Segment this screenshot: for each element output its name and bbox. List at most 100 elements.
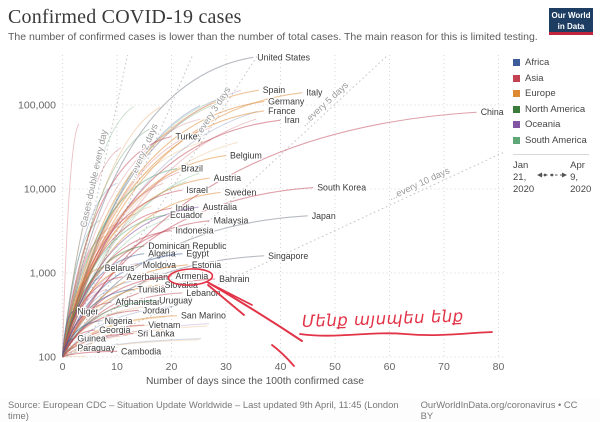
owid-logo-line1: Our World (551, 11, 591, 20)
legend-item-south-america[interactable]: South America (513, 135, 595, 146)
country-line-unlabeled (62, 106, 135, 358)
country-label[interactable]: Moldova (142, 259, 178, 271)
country-label[interactable]: France (267, 105, 297, 117)
owid-credit-link[interactable]: OurWorldInData.org/coronavirus • CC BY (420, 399, 578, 421)
country-label[interactable]: Belgium (229, 149, 263, 161)
country-label[interactable]: Georgia (98, 324, 132, 336)
country-line (61, 111, 477, 358)
doubling-guide-label: ...every 2 days (127, 122, 160, 182)
y-tick-label: 10,000 (24, 184, 56, 196)
country-label[interactable]: Austria (213, 172, 243, 184)
country-label[interactable]: Bahrain (218, 273, 251, 285)
country-label[interactable]: Armenia (174, 270, 209, 282)
y-tick-label: 100,000 (18, 100, 56, 112)
legend-item-africa[interactable]: Africa (513, 57, 595, 68)
x-tick-label: 60 (384, 361, 396, 373)
country-label[interactable]: San Marino (180, 310, 227, 322)
country-label[interactable]: Jordan (142, 304, 171, 316)
country-label[interactable]: Israel (185, 184, 209, 196)
country-label[interactable]: Cambodia (120, 345, 162, 357)
legend-swatch-icon (513, 136, 520, 144)
handwritten-text: Մենք այսպես ենք (301, 306, 464, 331)
country-line (61, 347, 74, 358)
country-label[interactable]: Niger (76, 305, 99, 317)
timeline-arrow-icon[interactable] (537, 171, 568, 179)
date-range: Jan 21, 2020 Apr 9, 2020 (513, 160, 595, 196)
country-label[interactable]: India (174, 202, 195, 214)
country-label[interactable]: Vietnam (147, 319, 181, 331)
country-label[interactable]: Dominican Republic (147, 240, 228, 252)
legend-item-oceania[interactable]: Oceania (513, 119, 595, 130)
country-label[interactable]: Spain (262, 84, 287, 96)
y-tick-label: 100 (38, 352, 56, 364)
country-line-unlabeled (62, 338, 202, 358)
country-label[interactable]: Nigeria (104, 315, 134, 327)
country-label[interactable]: Sweden (223, 186, 257, 198)
page-subtitle: The number of confirmed cases is lower t… (8, 31, 538, 43)
annotation-underline (299, 331, 493, 337)
country-label[interactable]: Brazil (180, 162, 204, 174)
country-label[interactable]: Estonia (191, 259, 223, 271)
country-line-unlabeled (62, 339, 200, 358)
legend-label: North America (525, 103, 586, 115)
doubling-guide-line (62, 54, 194, 358)
country-label[interactable]: United States (256, 51, 312, 63)
country-line-unlabeled (62, 147, 122, 358)
x-tick-label: 20 (166, 361, 178, 373)
x-tick-label: 50 (329, 361, 341, 373)
country-line-unlabeled (62, 110, 258, 358)
country-label[interactable]: Egypt (185, 248, 210, 260)
country-label[interactable]: Ecuador (169, 209, 204, 221)
legend-divider (513, 153, 589, 155)
country-label[interactable]: Iran (283, 114, 300, 126)
country-label[interactable]: Turkey (174, 131, 203, 143)
country-label[interactable]: Azerbaijan (125, 271, 169, 283)
country-line (62, 324, 145, 358)
country-label[interactable]: South Korea (316, 181, 367, 193)
country-label[interactable]: Belarus (104, 262, 137, 274)
country-label[interactable]: Tunisia (136, 283, 166, 295)
country-label[interactable]: Japan (311, 210, 337, 222)
country-line (61, 215, 308, 358)
doubling-guide-label: ...every 10 days (387, 165, 451, 202)
legend-swatch-icon (513, 90, 520, 98)
country-label[interactable]: Malaysia (213, 215, 250, 227)
country-label[interactable]: Uruguay (158, 294, 194, 306)
owid-logo[interactable]: Our World in Data (549, 8, 593, 35)
country-label[interactable]: Sri Lanka (136, 327, 175, 339)
country-line (61, 276, 123, 358)
country-label[interactable]: China (480, 106, 505, 118)
country-label[interactable]: Indonesia (174, 224, 214, 236)
country-line (61, 220, 210, 358)
country-label[interactable]: Algeria (147, 248, 177, 260)
legend-label: Europe (525, 88, 556, 100)
page-title: Confirmed COVID-19 cases (8, 6, 242, 28)
legend-label: South America (525, 134, 587, 146)
legend-item-europe[interactable]: Europe (513, 88, 595, 99)
legend-item-north-america[interactable]: North America (513, 104, 595, 115)
doubling-guide-line (62, 54, 389, 358)
country-label[interactable]: Italy (305, 87, 324, 99)
armenia-circle-mark (167, 268, 214, 286)
x-tick-label: 0 (60, 361, 66, 373)
x-tick-label: 40 (275, 361, 287, 373)
x-axis-title: Number of days since the 100th confirmed… (145, 376, 365, 387)
legend-swatch-icon (513, 59, 520, 66)
country-line (61, 310, 74, 358)
country-label[interactable]: Singapore (267, 250, 309, 262)
country-line (62, 350, 118, 358)
legend-label: Africa (525, 57, 550, 68)
country-line-unlabeled (62, 123, 80, 358)
doubling-guide-line (62, 54, 259, 358)
country-line-unlabeled (62, 325, 208, 358)
country-line (61, 168, 178, 358)
country-line (62, 333, 134, 358)
legend-item-asia[interactable]: Asia (513, 73, 595, 84)
country-line (61, 309, 139, 358)
country-label[interactable]: Germany (267, 95, 306, 107)
x-tick-label: 70 (438, 361, 450, 373)
country-label[interactable]: Guinea (76, 333, 107, 345)
country-label[interactable]: Australia (202, 201, 239, 213)
